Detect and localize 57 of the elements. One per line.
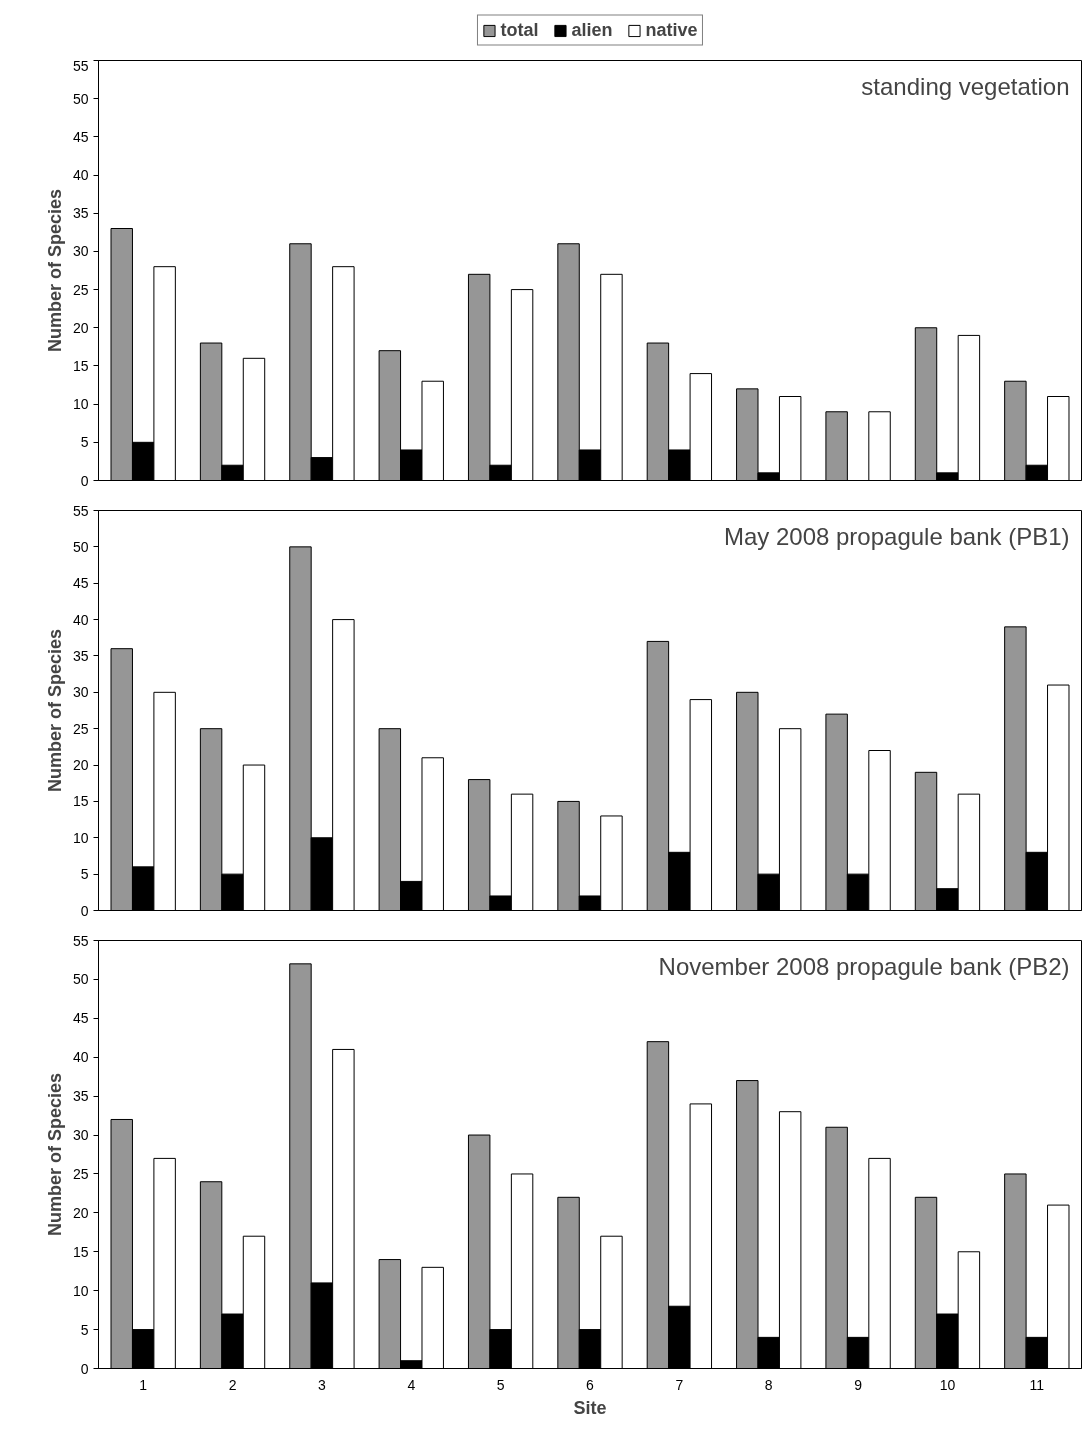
- x-tick-label: 8: [764, 1376, 773, 1393]
- y-tick-label: 25: [72, 281, 89, 298]
- y-tick-label: 45: [72, 575, 89, 592]
- x-axis-title: Site: [573, 1397, 607, 1418]
- y-tick-label: 15: [72, 357, 89, 374]
- legend-label: native: [645, 19, 698, 41]
- y-tick-label: 35: [72, 647, 89, 664]
- text: standing vegetation: [861, 72, 1070, 100]
- y-tick-label: 5: [80, 434, 89, 451]
- y-tick-label: 30: [72, 243, 89, 260]
- y-tick-label: 0: [80, 472, 89, 489]
- y-tick-label: 55: [72, 502, 89, 519]
- y-tick-label: 5: [80, 1321, 89, 1338]
- y-tick-label: 40: [72, 1049, 89, 1066]
- y-tick-label: 25: [72, 1165, 89, 1182]
- y-tick-label: 30: [72, 1127, 89, 1144]
- legend-label: total: [500, 19, 539, 41]
- y-axis-title: Number of Species: [44, 1072, 65, 1237]
- y-tick-label: 55: [72, 57, 89, 74]
- y-tick-label: 10: [72, 1282, 89, 1299]
- y-tick-label: 0: [80, 1360, 89, 1377]
- x-tick-label: 7: [675, 1376, 684, 1393]
- y-tick-label: 40: [72, 167, 89, 184]
- y-tick-label: 15: [72, 1243, 89, 1260]
- x-tick-label: 11: [1029, 1376, 1045, 1393]
- x-tick-label: 4: [407, 1376, 416, 1393]
- y-tick-label: 35: [72, 1088, 89, 1105]
- x-tick-label: 2: [228, 1376, 237, 1393]
- text: November 2008 propagule bank (PB2): [658, 952, 1070, 980]
- x-tick-label: 9: [854, 1376, 863, 1393]
- y-tick-label: 0: [80, 902, 89, 919]
- y-tick-label: 10: [72, 829, 89, 846]
- y-tick-label: 50: [72, 971, 89, 988]
- y-axis-title: Number of Species: [44, 188, 65, 353]
- y-tick-label: 50: [72, 90, 89, 107]
- y-tick-label: 40: [72, 611, 89, 628]
- x-tick-label: 5: [496, 1376, 505, 1393]
- y-tick-label: 10: [72, 396, 89, 413]
- text: May 2008 propagule bank (PB1): [723, 522, 1070, 550]
- y-tick-label: 50: [72, 538, 89, 555]
- x-tick-label: 6: [586, 1376, 595, 1393]
- y-tick-label: 45: [72, 128, 89, 145]
- y-tick-label: 35: [72, 205, 89, 222]
- x-tick-label: 1: [139, 1376, 148, 1393]
- y-tick-label: 15: [72, 793, 89, 810]
- x-tick-label: 3: [318, 1376, 327, 1393]
- y-tick-label: 20: [72, 1204, 89, 1221]
- y-tick-label: 55: [72, 932, 89, 949]
- y-tick-label: 20: [72, 757, 89, 774]
- y-tick-label: 5: [80, 866, 89, 883]
- y-axis-title: Number of Species: [44, 628, 65, 793]
- y-tick-label: 45: [72, 1010, 89, 1027]
- y-tick-label: 20: [72, 319, 89, 336]
- y-tick-label: 30: [72, 684, 89, 701]
- y-tick-label: 25: [72, 720, 89, 737]
- x-tick-label: 10: [939, 1376, 956, 1393]
- legend-label: alien: [571, 19, 613, 41]
